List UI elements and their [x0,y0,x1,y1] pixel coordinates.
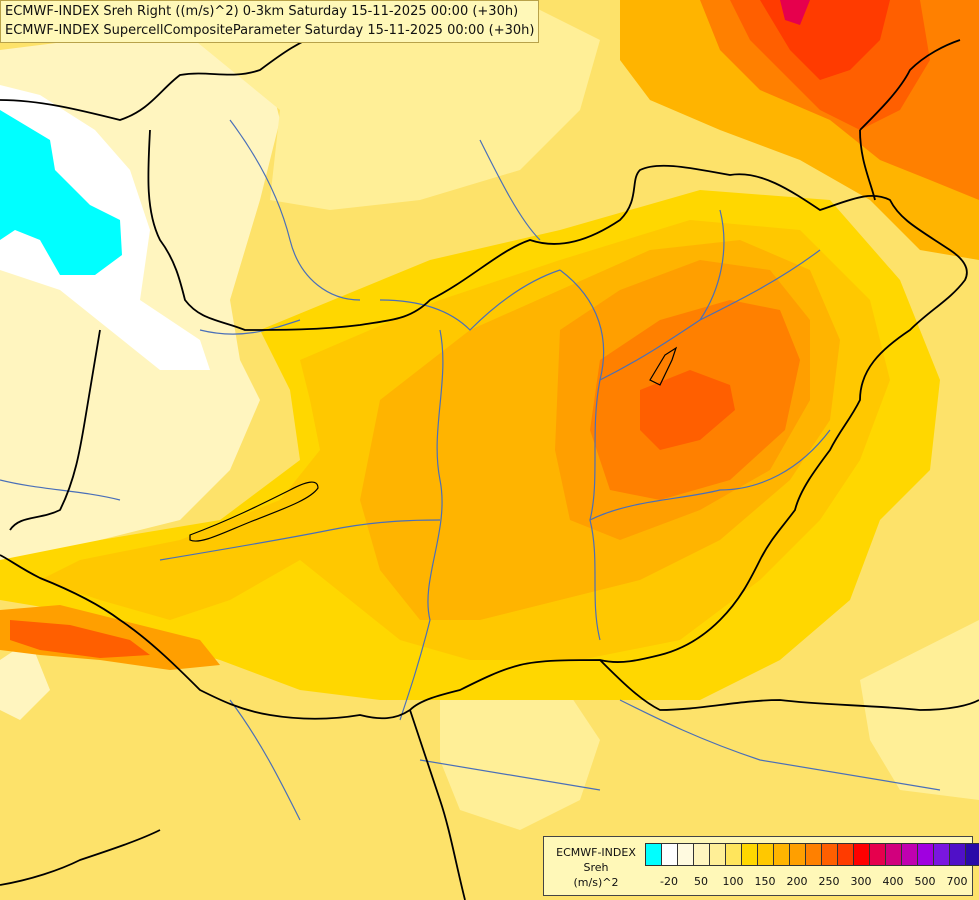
field-pale-north [170,0,600,210]
legend-color-scale [645,843,979,866]
title-line-2: ECMWF-INDEX SupercellCompositeParameter … [5,23,535,38]
field-red-orange [640,370,735,450]
legend-swatch [758,844,774,865]
legend-swatch [694,844,710,865]
legend: ECMWF-INDEX Sreh (m/s)^2 -20 50 100 150 200 2… [543,836,979,896]
legend-unit: (m/s)^2 [573,876,619,889]
legend-swatch [678,844,694,865]
title-box: ECMWF-INDEX Sreh Right ((m/s)^2) 0-3km S… [0,0,540,43]
field-pale-sw [0,640,50,720]
legend-tick-label: 500 [914,875,936,888]
legend-swatch [806,844,822,865]
lake-small [649,346,678,386]
legend-swatch [742,844,758,865]
field-ne-deep-red [780,0,810,25]
legend-variable: Sreh [583,861,609,874]
legend-tick-label: 150 [754,875,776,888]
legend-swatch [966,844,979,865]
legend-swatch [854,844,870,865]
field-west-streak-red [10,620,150,658]
legend-swatch [726,844,742,865]
legend-tick-label: -20 [660,875,678,888]
legend-source: ECMWF-INDEX [556,846,636,859]
legend-tick-label: 50 [694,875,708,888]
legend-swatch [934,844,950,865]
legend-swatch [870,844,886,865]
legend-swatch [790,844,806,865]
legend-swatch [838,844,854,865]
legend-tick-label: 700 [946,875,968,888]
legend-swatch [646,844,662,865]
legend-swatch [822,844,838,865]
rivers [0,119,941,821]
legend-tick-label: 250 [818,875,840,888]
legend-tick-label: 100 [722,875,744,888]
legend-tick-label: 300 [850,875,872,888]
legend-swatch [902,844,918,865]
legend-swatch [918,844,934,865]
legend-swatch [950,844,966,865]
legend-swatch [886,844,902,865]
title-line-1: ECMWF-INDEX Sreh Right ((m/s)^2) 0-3km S… [5,4,519,19]
legend-swatch [710,844,726,865]
legend-swatch [662,844,678,865]
legend-title: ECMWF-INDEX Sreh (m/s)^2 [550,845,642,890]
legend-swatch [774,844,790,865]
field-cyan-west [0,110,122,275]
legend-tick-label: 200 [786,875,808,888]
legend-tick-label: 400 [882,875,904,888]
lake-balaton [189,481,319,542]
field-pale-south [440,680,600,830]
